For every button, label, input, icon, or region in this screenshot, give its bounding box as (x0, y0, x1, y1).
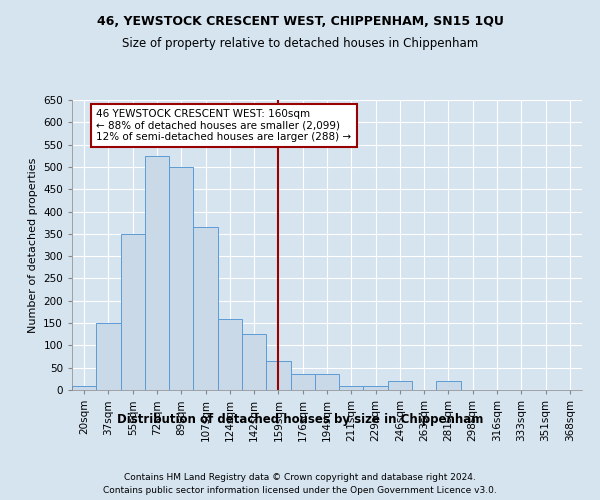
Bar (121, 234, 145, 390)
Text: Contains public sector information licensed under the Open Government Licence v3: Contains public sector information licen… (103, 486, 497, 495)
Text: 46, YEWSTOCK CRESCENT WEST, CHIPPENHAM, SN15 1QU: 46, YEWSTOCK CRESCENT WEST, CHIPPENHAM, … (97, 15, 503, 28)
Bar (193, 227, 218, 390)
Bar (145, 156, 169, 390)
Bar (436, 381, 461, 390)
Bar (72, 386, 96, 390)
Bar (218, 318, 242, 390)
Text: Contains HM Land Registry data © Crown copyright and database right 2024.: Contains HM Land Registry data © Crown c… (124, 472, 476, 482)
Bar (388, 381, 412, 390)
Text: Distribution of detached houses by size in Chippenham: Distribution of detached houses by size … (117, 412, 483, 426)
Bar (242, 334, 266, 390)
Bar (339, 386, 364, 390)
Bar (290, 374, 315, 390)
Bar (169, 167, 193, 390)
Bar (364, 386, 388, 390)
Bar (96, 323, 121, 390)
Bar (315, 374, 339, 390)
Bar (266, 361, 290, 390)
Text: Size of property relative to detached houses in Chippenham: Size of property relative to detached ho… (122, 38, 478, 51)
Y-axis label: Number of detached properties: Number of detached properties (28, 158, 38, 332)
Text: 46 YEWSTOCK CRESCENT WEST: 160sqm
← 88% of detached houses are smaller (2,099)
1: 46 YEWSTOCK CRESCENT WEST: 160sqm ← 88% … (96, 109, 352, 142)
